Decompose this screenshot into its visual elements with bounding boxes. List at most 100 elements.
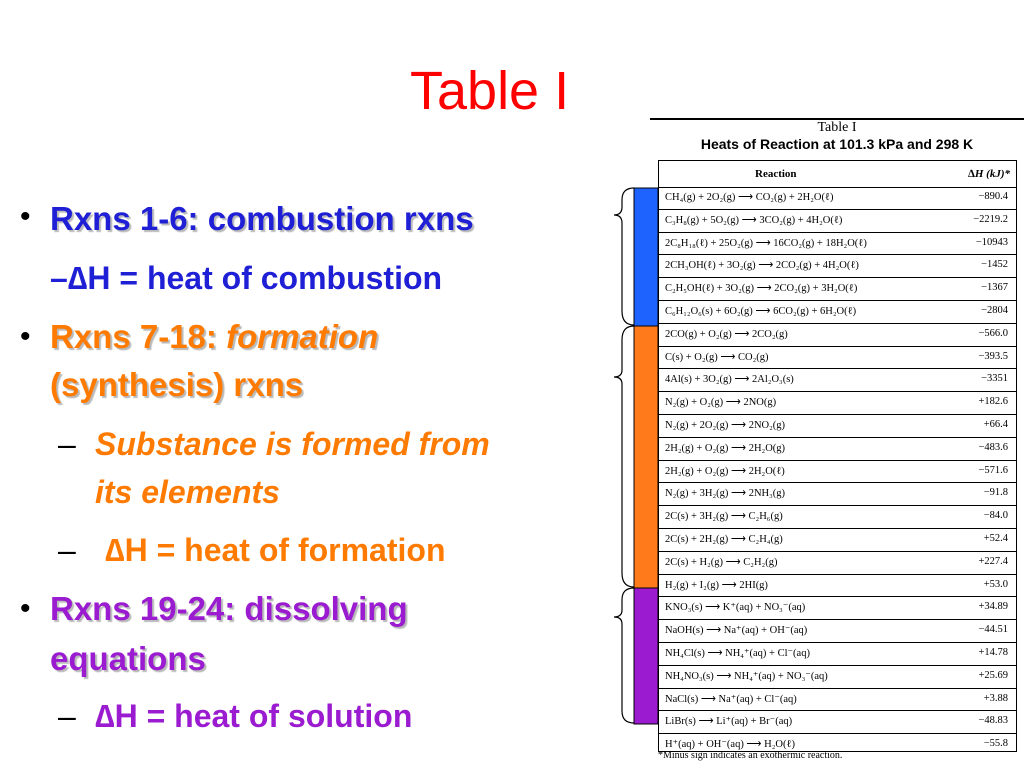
reaction-cell: N₂(g) + 3H₂(g) ⟶ 2NH₃(g) <box>665 488 786 500</box>
bullet-marker: • <box>20 200 31 233</box>
solution-bracket <box>633 587 659 725</box>
table-row: 2H₂(g) + O₂(g) ⟶ 2H₂O(ℓ) −571.6 <box>659 461 1016 484</box>
column-dh-header: ∆H (kJ)* <box>968 168 1010 180</box>
table-row: H⁺(aq) + OH⁻(aq) ⟶ H₂O(ℓ) −55.8 <box>659 734 1016 756</box>
bracket-group <box>613 187 659 725</box>
dh-cell: +182.6 <box>978 396 1008 408</box>
table-row: CH₄(g) + 2O₂(g) ⟶ CO₂(g) + 2H₂O(ℓ) −890.4 <box>659 187 1016 210</box>
table-row: 2C₈H₁₈(ℓ) + 25O₂(g) ⟶ 16CO₂(g) + 18H₂O(ℓ… <box>659 233 1016 256</box>
reaction-cell: C₆H₁₂O₆(s) + 6O₂(g) ⟶ 6CO₂(g) + 6H₂O(ℓ) <box>665 305 857 317</box>
table-row: NH₄Cl(s) ⟶ NH₄⁺(aq) + Cl⁻(aq) +14.78 <box>659 643 1016 666</box>
table-row: KNO₃(s) ⟶ K⁺(aq) + NO₃⁻(aq) +34.89 <box>659 597 1016 621</box>
dh-cell: +25.69 <box>978 669 1008 681</box>
formation-definition-line2: its elements <box>95 474 280 510</box>
dh-cell: −1367 <box>981 282 1008 294</box>
reaction-cell: 2CH₃OH(ℓ) + 3O₂(g) ⟶ 2CO₂(g) + 4H₂O(ℓ) <box>665 260 859 272</box>
dh-cell: −2219.2 <box>973 213 1008 225</box>
combustion-brace-icon <box>613 187 635 326</box>
dh-cell: +34.89 <box>978 601 1008 613</box>
sub-dash: – <box>58 698 76 734</box>
bullet-formation-line2: (synthesis) rxns <box>50 366 304 403</box>
dh-cell: +52.4 <box>983 532 1008 544</box>
heats-of-reaction-table: Table I Heats of Reaction at 101.3 kPa a… <box>650 118 1024 768</box>
dh-cell: −566.0 <box>978 327 1008 339</box>
reaction-cell: CH₄(g) + 2O₂(g) ⟶ CO₂(g) + 2H₂O(ℓ) <box>665 192 834 203</box>
bullet-marker: • <box>20 320 31 353</box>
reaction-cell: H₂(g) + I₂(g) ⟶ 2HI(g) <box>665 579 768 591</box>
dh-cell: −55.8 <box>983 738 1008 750</box>
reaction-cell: N₂(g) + O₂(g) ⟶ 2NO(g) <box>665 397 777 409</box>
dh-cell: −483.6 <box>978 441 1008 453</box>
formation-dh-label: ∆H = heat of formation <box>105 532 446 568</box>
table-row: H₂(g) + I₂(g) ⟶ 2HI(g) +53.0 <box>659 575 1016 598</box>
reaction-cell: 2CO(g) + O₂(g) ⟶ 2CO₂(g) <box>665 328 788 340</box>
table-row: C₆H₁₂O₆(s) + 6O₂(g) ⟶ 6CO₂(g) + 6H₂O(ℓ) −… <box>659 301 1016 324</box>
reaction-cell: NH₄NO₃(s) ⟶ NH₄⁺(aq) + NO₃⁻(aq) <box>665 670 828 682</box>
formation-bracket <box>633 325 659 589</box>
formation-definition-line1: Substance is formed from <box>95 426 490 462</box>
reaction-cell: 2H₂(g) + O₂(g) ⟶ 2H₂O(ℓ) <box>665 465 785 477</box>
sub-dash: – <box>58 426 76 462</box>
slide-title: Table I <box>410 61 570 121</box>
table-row: NH₄NO₃(s) ⟶ NH₄⁺(aq) + NO₃⁻(aq) +25.69 <box>659 666 1016 689</box>
table-row: 2C(s) + H₂(g) ⟶ C₂H₂(g) +227.4 <box>659 552 1016 575</box>
reaction-cell: NaCl(s) ⟶ Na⁺(aq) + Cl⁻(aq) <box>665 693 797 705</box>
dh-cell: −1452 <box>981 259 1008 271</box>
table-row: N₂(g) + 3H₂(g) ⟶ 2NH₃(g) −91.8 <box>659 483 1016 507</box>
dh-cell: −571.6 <box>978 464 1008 476</box>
dh-cell: −10943 <box>975 236 1008 248</box>
bullet-combustion-sub: –∆H = heat of combustion <box>50 260 443 296</box>
solution-brace-icon <box>613 587 635 724</box>
bullet-combustion: Rxns 1-6: combustion rxns <box>50 200 474 237</box>
formation-brace-icon <box>613 325 635 588</box>
dh-cell: −393.5 <box>978 350 1008 362</box>
dh-cell: −48.83 <box>978 715 1008 727</box>
solution-dh-label: ∆H = heat of solution <box>95 698 413 734</box>
bullet-list: • Rxns 1-6: combustion rxns –∆H = heat o… <box>20 200 490 734</box>
reaction-cell: C(s) + O₂(g) ⟶ CO₂(g) <box>665 351 769 363</box>
reaction-cell: C₃H₈(g) + 5O₂(g) ⟶ 3CO₂(g) + 4H₂O(ℓ) <box>665 214 843 226</box>
bullet-formation-line1: Rxns 7-18: formation <box>50 318 378 356</box>
dh-cell: −890.4 <box>978 191 1008 202</box>
table-row: LiBr(s) ⟶ Li⁺(aq) + Br⁻(aq) −48.83 <box>659 711 1016 735</box>
table-footnote: *Minus sign indicates an exothermic reac… <box>658 750 843 761</box>
table-row: N₂(g) + O₂(g) ⟶ 2NO(g) +182.6 <box>659 392 1016 415</box>
table-row: NaOH(s) ⟶ Na⁺(aq) + OH⁻(aq) −44.51 <box>659 620 1016 643</box>
table-row: 2CH₃OH(ℓ) + 3O₂(g) ⟶ 2CO₂(g) + 4H₂O(ℓ) −1… <box>659 255 1016 279</box>
dh-cell: +227.4 <box>978 555 1008 567</box>
table-row: 4Al(s) + 3O₂(g) ⟶ 2Al₂O₃(s) −3351 <box>659 369 1016 393</box>
column-reaction-header: Reaction <box>755 168 797 180</box>
dh-cell: +3.88 <box>983 692 1008 704</box>
bullet-marker: • <box>20 592 31 625</box>
dh-cell: −3351 <box>981 373 1008 385</box>
dh-cell: −84.0 <box>983 510 1008 522</box>
table-row: C₃H₈(g) + 5O₂(g) ⟶ 3CO₂(g) + 4H₂O(ℓ) −221… <box>659 210 1016 233</box>
reaction-cell: KNO₃(s) ⟶ K⁺(aq) + NO₃⁻(aq) <box>665 602 806 614</box>
bullet-dissolving-line1: Rxns 19-24: dissolving <box>50 590 408 627</box>
table-row: 2CO(g) + O₂(g) ⟶ 2CO₂(g) −566.0 <box>659 324 1016 347</box>
table-top-rule <box>650 118 1024 120</box>
reaction-cell: NaOH(s) ⟶ Na⁺(aq) + OH⁻(aq) <box>665 625 808 637</box>
table-subtitle: Heats of Reaction at 101.3 kPa and 298 K <box>700 136 974 152</box>
table-title: Table I <box>817 120 857 135</box>
dh-cell: +14.78 <box>978 646 1008 658</box>
table-row: 2C(s) + 2H₂(g) ⟶ C₂H₄(g) +52.4 <box>659 529 1016 552</box>
bullet-formation-word: formation <box>226 318 379 355</box>
bullet-formation-label: Rxns 7-18: <box>50 318 227 355</box>
table-header: Reaction ∆H (kJ)* <box>659 161 1016 188</box>
table-row: NaCl(s) ⟶ Na⁺(aq) + Cl⁻(aq) +3.88 <box>659 689 1016 712</box>
dh-cell: −44.51 <box>978 624 1008 636</box>
bullet-dissolving-line2: equations <box>50 640 206 677</box>
table-row: 2C(s) + 3H₂(g) ⟶ C₂H₆(g) −84.0 <box>659 506 1016 529</box>
table-row: N₂(g) + 2O₂(g) ⟶ 2NO₂(g) +66.4 <box>659 415 1016 438</box>
reaction-cell: 2C₈H₁₈(ℓ) + 25O₂(g) ⟶ 16CO₂(g) + 18H₂O(ℓ… <box>665 237 867 249</box>
sub-dash: – <box>58 532 76 568</box>
combustion-bracket <box>633 187 659 327</box>
dh-cell: +66.4 <box>983 418 1008 430</box>
reaction-cell: 2C(s) + 2H₂(g) ⟶ C₂H₄(g) <box>665 533 783 545</box>
table-row: C₂H₅OH(ℓ) + 3O₂(g) ⟶ 2CO₂(g) + 3H₂O(ℓ) −1… <box>659 278 1016 301</box>
reaction-cell: LiBr(s) ⟶ Li⁺(aq) + Br⁻(aq) <box>665 716 793 728</box>
reaction-cell: 4Al(s) + 3O₂(g) ⟶ 2Al₂O₃(s) <box>665 374 794 386</box>
reaction-cell: 2C(s) + 3H₂(g) ⟶ C₂H₆(g) <box>665 511 783 523</box>
reaction-cell: 2C(s) + H₂(g) ⟶ C₂H₂(g) <box>665 556 778 568</box>
